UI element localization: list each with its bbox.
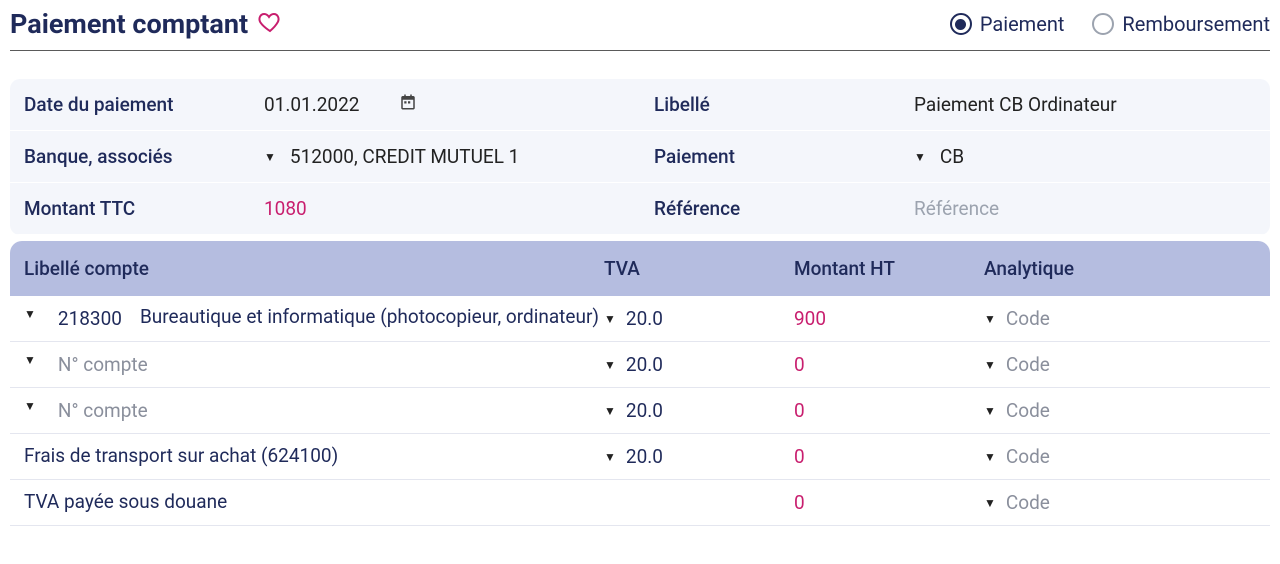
- form-row-montant: Montant TTC 1080 Référence Référence: [10, 183, 1270, 235]
- analytique-cell[interactable]: ▼ Code: [984, 399, 1256, 422]
- chevron-down-icon: ▼: [24, 353, 36, 367]
- label-date: Date du paiement: [24, 93, 264, 116]
- radio-indicator-icon: [950, 13, 972, 35]
- chevron-down-icon: ▼: [604, 450, 616, 464]
- date-text: 01.01.2022: [264, 93, 359, 116]
- chevron-down-icon: ▼: [984, 358, 996, 372]
- col-montant-ht: Montant HT: [794, 257, 984, 280]
- value-paiement[interactable]: ▼ CB: [914, 145, 1256, 168]
- label-montant: Montant TTC: [24, 197, 264, 220]
- col-analytique: Analytique: [984, 257, 1256, 280]
- title-wrap: Paiement comptant: [10, 8, 282, 40]
- paiement-text: CB: [940, 145, 964, 168]
- montant-ht-value: 0: [794, 491, 805, 514]
- analytique-cell[interactable]: ▼ Code: [984, 491, 1256, 514]
- table-row: ▼ N° compte ▼ 20.0 0 ▼ Code: [10, 342, 1270, 388]
- montant-ht-cell[interactable]: 0: [794, 491, 984, 514]
- label-banque: Banque, associés: [24, 145, 264, 168]
- label-libelle: Libellé: [654, 93, 914, 116]
- tva-value: 20.0: [626, 307, 663, 330]
- value-libelle[interactable]: Paiement CB Ordinateur: [914, 93, 1256, 116]
- analytique-cell[interactable]: ▼ Code: [984, 445, 1256, 468]
- montant-ht-value: 0: [794, 353, 805, 376]
- account-cell[interactable]: Frais de transport sur achat (624100): [24, 446, 604, 467]
- value-reference[interactable]: Référence: [914, 197, 1256, 220]
- form-grid: Date du paiement 01.01.2022 Libellé Paie…: [10, 79, 1270, 235]
- chevron-down-icon: ▼: [914, 150, 926, 164]
- label-paiement: Paiement: [654, 145, 914, 168]
- tva-cell[interactable]: ▼ 20.0: [604, 353, 794, 376]
- label-reference: Référence: [654, 197, 914, 220]
- table-row: Frais de transport sur achat (624100)▼20…: [10, 434, 1270, 480]
- tva-value: 20.0: [626, 445, 663, 468]
- reference-placeholder: Référence: [914, 197, 999, 220]
- account-label: Bureautique et informatique (photocopieu…: [140, 305, 604, 328]
- payment-type-radio-group: Paiement Remboursement: [950, 12, 1270, 36]
- radio-paiement[interactable]: Paiement: [950, 12, 1065, 36]
- banque-text: 512000, CREDIT MUTUEL 1: [290, 145, 519, 168]
- page-header: Paiement comptant Paiement Remboursement: [10, 8, 1270, 40]
- chevron-down-icon: ▼: [984, 404, 996, 418]
- page-title: Paiement comptant: [10, 8, 248, 40]
- chevron-down-icon: ▼: [24, 307, 36, 321]
- account-label: TVA payée sous douane: [24, 490, 604, 513]
- chevron-down-icon: ▼: [24, 399, 36, 413]
- montant-ht-value: 0: [794, 445, 805, 468]
- account-cell[interactable]: ▼ N° compte: [24, 399, 604, 422]
- table-row: TVA payée sous douane 0 ▼ Code: [10, 480, 1270, 526]
- tva-cell[interactable]: ▼ 20.0: [604, 445, 794, 468]
- chevron-down-icon: ▼: [604, 404, 616, 418]
- account-placeholder: N° compte: [58, 353, 148, 376]
- header-divider: [10, 50, 1270, 51]
- calendar-icon[interactable]: [369, 93, 417, 116]
- analytique-cell[interactable]: ▼ Code: [984, 353, 1256, 376]
- col-libelle-compte: Libellé compte: [24, 257, 604, 280]
- montant-ht-cell[interactable]: 0: [794, 445, 984, 468]
- montant-ht-cell[interactable]: 900: [794, 307, 984, 330]
- chevron-down-icon: ▼: [984, 450, 996, 464]
- value-montant[interactable]: 1080: [264, 197, 654, 220]
- chevron-down-icon: ▼: [984, 496, 996, 510]
- form-row-banque: Banque, associés ▼ 512000, CREDIT MUTUEL…: [10, 131, 1270, 183]
- tva-value: 20.0: [626, 353, 663, 376]
- table-row: ▼ N° compte ▼ 20.0 0 ▼ Code: [10, 388, 1270, 434]
- account-cell[interactable]: TVA payée sous douane: [24, 492, 604, 513]
- account-cell[interactable]: ▼ N° compte: [24, 353, 604, 376]
- analytique-placeholder: Code: [1006, 307, 1050, 330]
- analytique-placeholder: Code: [1006, 353, 1050, 376]
- radio-label: Paiement: [980, 12, 1065, 36]
- analytique-placeholder: Code: [1006, 445, 1050, 468]
- analytique-placeholder: Code: [1006, 491, 1050, 514]
- tva-cell[interactable]: ▼ 20.0: [604, 307, 794, 330]
- account-code: 218300: [58, 307, 122, 330]
- value-date[interactable]: 01.01.2022: [264, 93, 654, 116]
- chevron-down-icon: ▼: [264, 150, 276, 164]
- tva-value: 20.0: [626, 399, 663, 422]
- libelle-text: Paiement CB Ordinateur: [914, 93, 1117, 116]
- form-row-date: Date du paiement 01.01.2022 Libellé Paie…: [10, 79, 1270, 131]
- chevron-down-icon: ▼: [604, 312, 616, 326]
- account-placeholder: N° compte: [58, 399, 148, 422]
- account-label: Frais de transport sur achat (624100): [24, 444, 604, 467]
- table-header: Libellé compte TVA Montant HT Analytique: [10, 241, 1270, 296]
- montant-text: 1080: [264, 197, 307, 220]
- col-tva: TVA: [604, 257, 794, 280]
- montant-ht-cell[interactable]: 0: [794, 353, 984, 376]
- chevron-down-icon: ▼: [604, 358, 616, 372]
- montant-ht-cell[interactable]: 0: [794, 399, 984, 422]
- analytique-cell[interactable]: ▼ Code: [984, 307, 1256, 330]
- montant-ht-value: 0: [794, 399, 805, 422]
- montant-ht-value: 900: [794, 307, 826, 330]
- tva-cell[interactable]: ▼ 20.0: [604, 399, 794, 422]
- radio-indicator-icon: [1092, 13, 1114, 35]
- table-body: ▼ 218300 Bureautique et informatique (phot…: [10, 296, 1270, 526]
- radio-label: Remboursement: [1122, 12, 1270, 36]
- analytique-placeholder: Code: [1006, 399, 1050, 422]
- radio-remboursement[interactable]: Remboursement: [1092, 12, 1270, 36]
- chevron-down-icon: ▼: [984, 312, 996, 326]
- value-banque[interactable]: ▼ 512000, CREDIT MUTUEL 1: [264, 145, 654, 168]
- account-cell[interactable]: ▼ 218300 Bureautique et informatique (phot…: [24, 307, 604, 330]
- table-row: ▼ 218300 Bureautique et informatique (phot…: [10, 296, 1270, 342]
- heart-icon[interactable]: [258, 10, 282, 38]
